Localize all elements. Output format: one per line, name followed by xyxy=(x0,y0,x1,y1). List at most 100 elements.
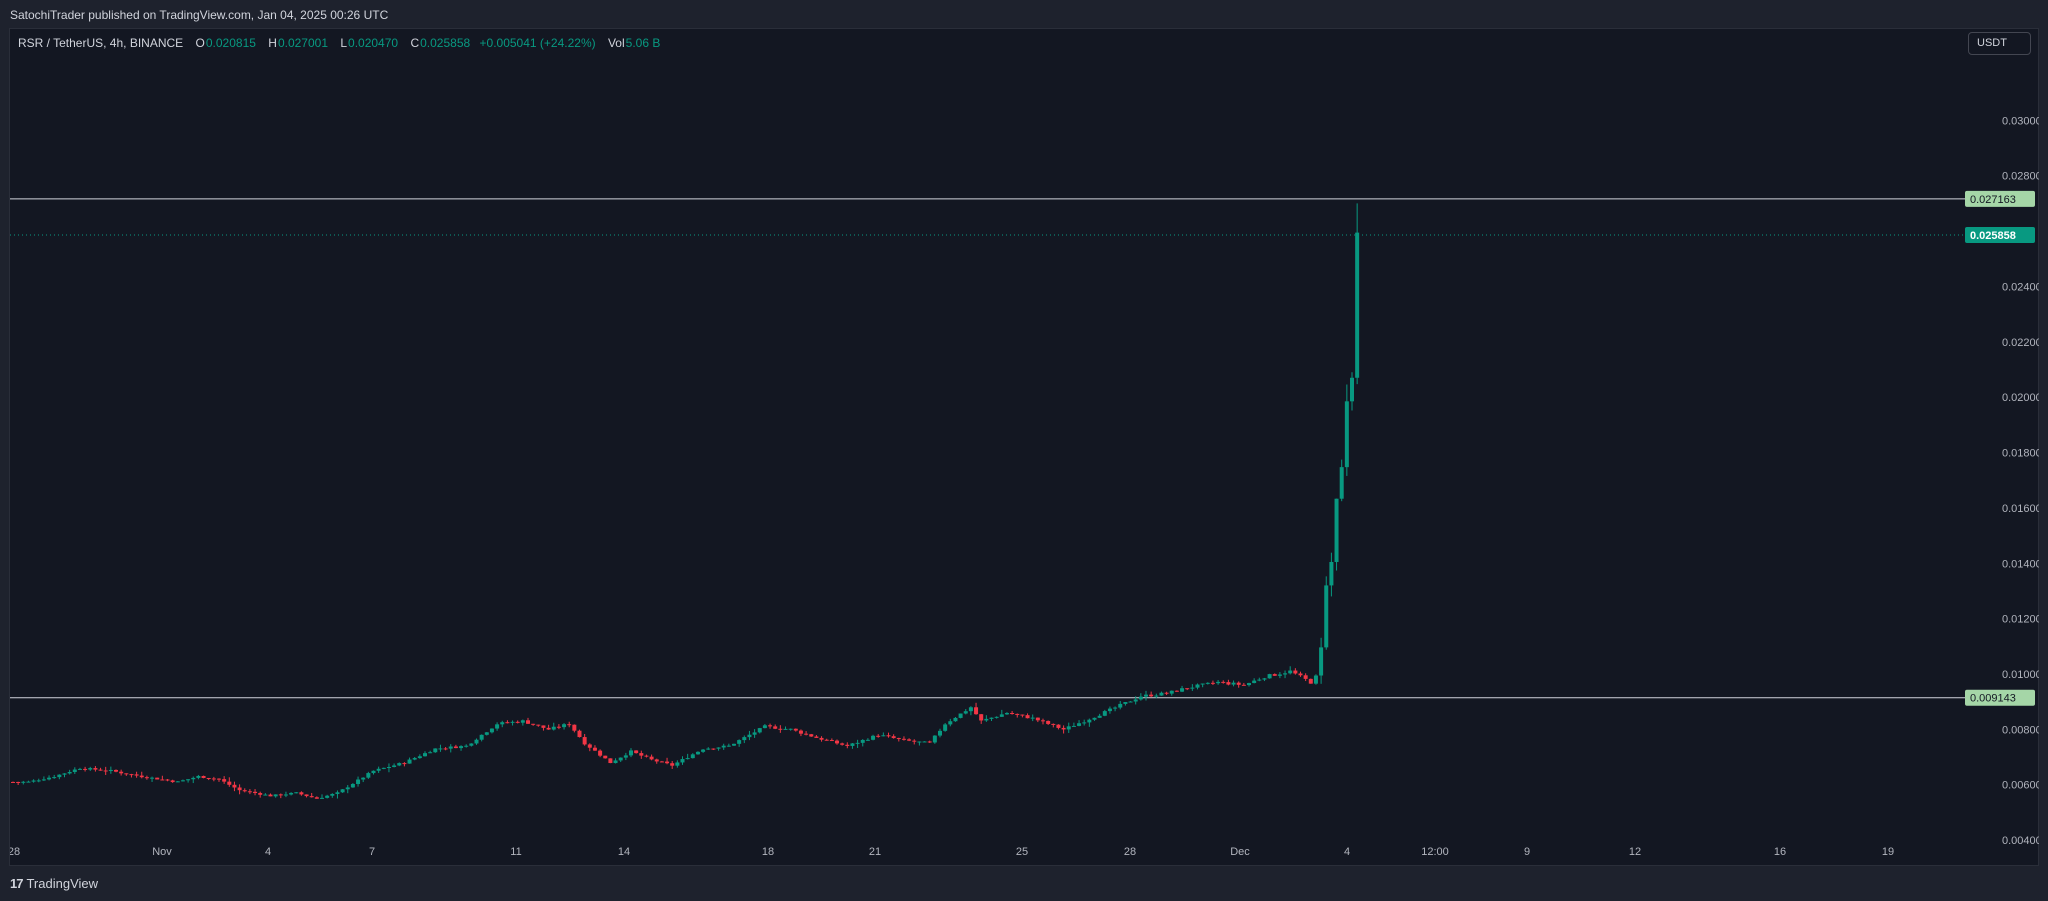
candle-down[interactable] xyxy=(819,737,824,740)
candle-down[interactable] xyxy=(773,726,778,729)
candle-up[interactable] xyxy=(26,781,31,783)
candle-up[interactable] xyxy=(150,777,155,779)
candle-up[interactable] xyxy=(289,792,294,795)
candle-up[interactable] xyxy=(459,746,464,749)
candle-up[interactable] xyxy=(1313,675,1318,684)
candle-down[interactable] xyxy=(1236,682,1241,685)
candle-down[interactable] xyxy=(1164,692,1169,694)
candle-down[interactable] xyxy=(577,730,582,738)
candle-down[interactable] xyxy=(170,780,175,783)
candle-down[interactable] xyxy=(1035,717,1040,721)
candle-up[interactable] xyxy=(495,724,500,729)
candle-up[interactable] xyxy=(180,780,185,782)
candle-up[interactable] xyxy=(484,732,489,735)
candle-up[interactable] xyxy=(510,721,515,723)
candle-up[interactable] xyxy=(469,743,474,746)
candle-down[interactable] xyxy=(536,724,541,726)
candle-down[interactable] xyxy=(402,763,407,765)
candle-up[interactable] xyxy=(1190,687,1195,689)
candle-up[interactable] xyxy=(376,768,381,771)
candle-up[interactable] xyxy=(474,739,479,744)
candle-up[interactable] xyxy=(1257,679,1262,681)
candle-up[interactable] xyxy=(742,737,747,741)
candle-down[interactable] xyxy=(546,727,551,730)
candle-up[interactable] xyxy=(1180,688,1185,692)
candle-up[interactable] xyxy=(392,765,397,767)
candle-up[interactable] xyxy=(356,779,361,784)
candle-up[interactable] xyxy=(1288,670,1293,674)
candle-up[interactable] xyxy=(958,713,963,718)
candle-down[interactable] xyxy=(1149,694,1154,697)
candle-down[interactable] xyxy=(649,756,654,760)
candle-down[interactable] xyxy=(1303,675,1308,679)
candle-down[interactable] xyxy=(541,725,546,728)
candle-down[interactable] xyxy=(83,768,88,770)
candle-down[interactable] xyxy=(670,763,675,766)
candle-down[interactable] xyxy=(845,744,850,746)
candle-down[interactable] xyxy=(278,794,283,796)
candle-up[interactable] xyxy=(881,735,886,737)
candle-down[interactable] xyxy=(1061,727,1066,730)
candle-up[interactable] xyxy=(984,718,989,721)
candle-up[interactable] xyxy=(330,793,335,796)
candle-down[interactable] xyxy=(144,777,149,779)
candle-down[interactable] xyxy=(1046,720,1051,724)
candle-down[interactable] xyxy=(1174,690,1179,692)
candle-down[interactable] xyxy=(1226,682,1231,685)
candle-up[interactable] xyxy=(1154,695,1159,697)
candle-up[interactable] xyxy=(1277,674,1282,676)
candle-up[interactable] xyxy=(350,783,355,788)
candle-down[interactable] xyxy=(93,768,98,770)
candle-down[interactable] xyxy=(1293,670,1298,674)
candle-up[interactable] xyxy=(1205,682,1210,684)
candle-down[interactable] xyxy=(592,747,597,751)
candle-down[interactable] xyxy=(114,769,118,772)
candle-down[interactable] xyxy=(139,775,144,778)
candle-up[interactable] xyxy=(345,787,350,790)
candle-down[interactable] xyxy=(1241,684,1246,686)
candle-down[interactable] xyxy=(1015,713,1020,715)
candle-up[interactable] xyxy=(629,750,633,756)
candle-down[interactable] xyxy=(98,769,103,771)
candle-up[interactable] xyxy=(489,728,494,733)
candle-up[interactable] xyxy=(871,735,876,740)
candle-up[interactable] xyxy=(381,767,386,769)
candle-down[interactable] xyxy=(603,755,608,759)
candle-up[interactable] xyxy=(423,753,427,757)
candle-down[interactable] xyxy=(1221,681,1226,683)
candle-down[interactable] xyxy=(258,793,263,795)
candle-up[interactable] xyxy=(1262,678,1267,680)
candle-up[interactable] xyxy=(340,789,345,793)
candle-down[interactable] xyxy=(160,779,165,781)
candle-up[interactable] xyxy=(397,763,402,766)
candle-down[interactable] xyxy=(598,750,603,756)
candle-down[interactable] xyxy=(443,748,448,750)
candle-up[interactable] xyxy=(1339,467,1344,499)
candle-up[interactable] xyxy=(726,745,731,747)
tradingview-logo[interactable]: 17 TradingView xyxy=(10,876,98,891)
candle-down[interactable] xyxy=(1051,723,1056,725)
candle-down[interactable] xyxy=(835,740,839,744)
candle-up[interactable] xyxy=(994,716,999,718)
candle-up[interactable] xyxy=(412,758,417,760)
candle-up[interactable] xyxy=(52,777,57,779)
candle-down[interactable] xyxy=(242,790,247,792)
candle-up[interactable] xyxy=(1350,377,1354,402)
candle-down[interactable] xyxy=(515,721,520,723)
candle-up[interactable] xyxy=(366,773,371,778)
candle-up[interactable] xyxy=(1066,726,1071,730)
candle-up[interactable] xyxy=(88,768,93,770)
candle-down[interactable] xyxy=(567,724,572,726)
candle-down[interactable] xyxy=(155,777,160,780)
candle-up[interactable] xyxy=(361,777,366,780)
candle-down[interactable] xyxy=(768,725,773,727)
candle-up[interactable] xyxy=(1247,683,1251,686)
candle-up[interactable] xyxy=(680,759,685,763)
candle-up[interactable] xyxy=(690,754,695,759)
candle-down[interactable] xyxy=(134,774,139,776)
candle-down[interactable] xyxy=(809,734,814,737)
candle-down[interactable] xyxy=(644,755,649,757)
candle-up[interactable] xyxy=(41,779,46,781)
candle-down[interactable] xyxy=(876,735,881,737)
candle-up[interactable] xyxy=(613,760,618,764)
